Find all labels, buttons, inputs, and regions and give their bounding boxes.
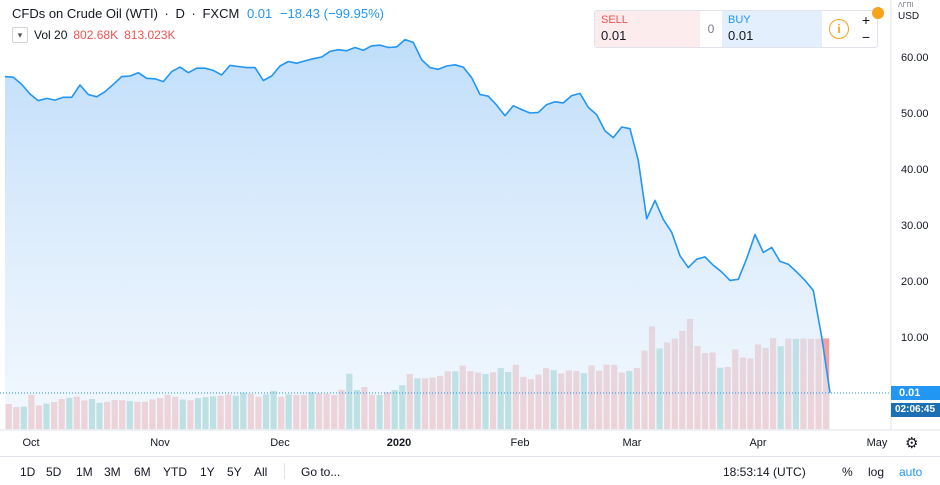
change-value: −18.43 (−99.95%) bbox=[279, 6, 384, 21]
time-tick: May bbox=[866, 437, 888, 449]
bottom-toolbar: 1D 5D 1M 3M 6M YTD 1Y 5Y All Go to... 18… bbox=[0, 456, 940, 485]
toolbar-divider bbox=[284, 463, 285, 479]
last-price-value: 0.01 bbox=[246, 6, 273, 21]
sell-price: 0.01 bbox=[601, 28, 627, 43]
chevron-down-icon[interactable]: ▾ bbox=[12, 27, 28, 43]
currency-top-text: ΛΓΠΙ bbox=[898, 2, 914, 9]
countdown-tag: 02:06:45 bbox=[891, 403, 940, 417]
zoom-controls: + − bbox=[856, 12, 876, 46]
volume-label: Vol 20 bbox=[34, 28, 68, 42]
currency-code: USD bbox=[898, 11, 920, 22]
time-tick: Nov bbox=[150, 437, 170, 449]
range-all-button[interactable]: All bbox=[254, 465, 268, 479]
info-button[interactable]: i bbox=[822, 11, 856, 47]
range-5y-button[interactable]: 5Y bbox=[227, 465, 242, 479]
time-tick: Apr bbox=[749, 437, 767, 449]
log-toggle[interactable]: log bbox=[868, 465, 885, 479]
last-price-tag: 0.01 bbox=[891, 386, 940, 400]
zoom-out-button[interactable]: − bbox=[861, 29, 871, 45]
utc-clock[interactable]: 18:53:14 (UTC) bbox=[723, 465, 806, 479]
gear-icon[interactable]: ⚙ bbox=[905, 435, 919, 452]
price-tick: 10.00 bbox=[901, 332, 929, 344]
range-1d-button[interactable]: 1D bbox=[20, 465, 36, 479]
time-tick: Dec bbox=[270, 437, 290, 449]
range-3m-button[interactable]: 3M bbox=[104, 465, 121, 479]
currency-label[interactable]: ΛΓΠΙ USD bbox=[898, 0, 919, 22]
zoom-in-button[interactable]: + bbox=[861, 12, 871, 28]
price-tick: 30.00 bbox=[901, 220, 929, 232]
volume-legend: ▾ Vol 20 802.68K 813.023K bbox=[12, 27, 175, 43]
symbol-name: CFDs on Crude Oil (WTI) bbox=[12, 6, 158, 21]
trade-panel: SELL 0.01 0 BUY 0.01 i bbox=[594, 10, 878, 48]
legend-separator: · bbox=[164, 6, 169, 21]
price-tick: 50.00 bbox=[901, 108, 929, 120]
range-6m-button[interactable]: 6M bbox=[134, 465, 151, 479]
buy-price: 0.01 bbox=[728, 28, 754, 43]
time-tick: Oct bbox=[22, 437, 40, 449]
time-tick: Feb bbox=[510, 437, 530, 449]
legend-separator: · bbox=[191, 6, 196, 21]
range-1y-button[interactable]: 1Y bbox=[200, 465, 215, 479]
percent-toggle[interactable]: % bbox=[842, 465, 853, 479]
volume-ma-value: 813.023K bbox=[124, 28, 176, 42]
goto-button[interactable]: Go to... bbox=[301, 465, 341, 479]
exchange-label: FXCM bbox=[202, 6, 240, 21]
spread-value: 0 bbox=[707, 22, 715, 36]
range-ytd-button[interactable]: YTD bbox=[163, 465, 187, 479]
price-line bbox=[4, 38, 831, 394]
volume-value: 802.68K bbox=[73, 28, 119, 42]
interval-label: D bbox=[175, 6, 185, 21]
sell-button[interactable]: SELL 0.01 bbox=[595, 11, 700, 47]
sell-label: SELL bbox=[601, 14, 628, 26]
buy-button[interactable]: BUY 0.01 bbox=[722, 11, 822, 47]
symbol-legend[interactable]: CFDs on Crude Oil (WTI) · D · FXCM 0.01 … bbox=[12, 6, 384, 21]
notification-dot[interactable] bbox=[872, 7, 884, 19]
price-tick: 20.00 bbox=[901, 276, 929, 288]
auto-scale-toggle[interactable]: auto bbox=[899, 465, 923, 479]
range-1m-button[interactable]: 1M bbox=[76, 465, 93, 479]
time-tick: Mar bbox=[622, 437, 642, 449]
buy-label: BUY bbox=[728, 14, 751, 26]
price-tick: 60.00 bbox=[901, 52, 929, 64]
range-5d-button[interactable]: 5D bbox=[46, 465, 62, 479]
price-area bbox=[5, 39, 830, 430]
time-tick: 2020 bbox=[386, 437, 412, 449]
price-tick: 40.00 bbox=[901, 164, 929, 176]
info-icon: i bbox=[829, 19, 849, 39]
